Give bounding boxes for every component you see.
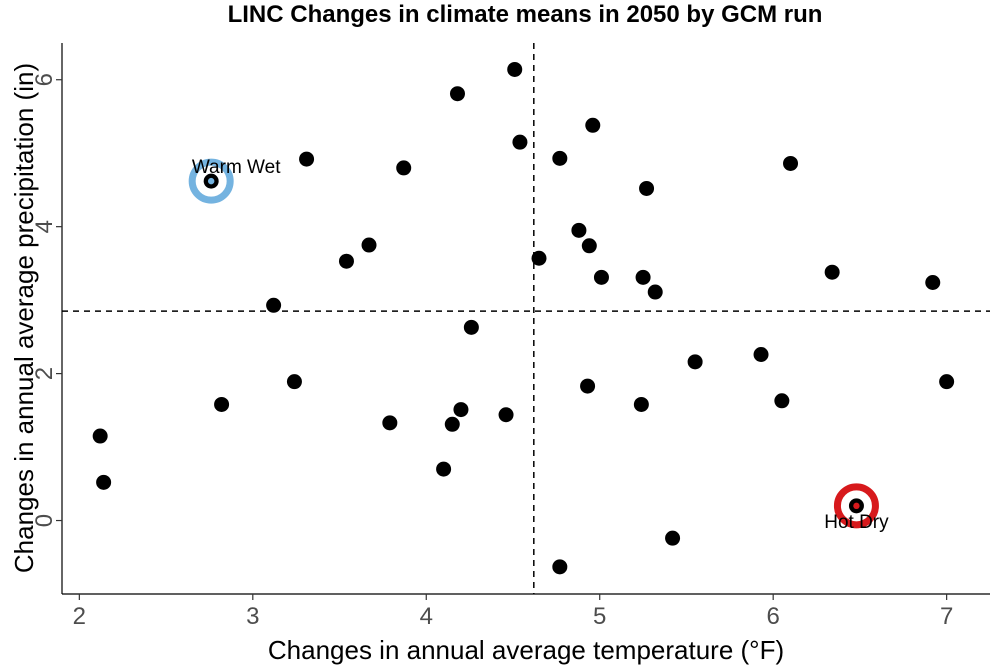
x-tick-label: 4 <box>420 603 433 630</box>
y-axis-title: Changes in annual average precipitation … <box>9 63 39 573</box>
y-tick-label: 4 <box>31 220 58 233</box>
data-point <box>396 160 412 176</box>
data-point <box>687 354 703 370</box>
data-point <box>463 319 479 335</box>
data-point <box>92 428 108 444</box>
x-tick-label: 7 <box>940 603 953 630</box>
x-tick-label: 6 <box>766 603 779 630</box>
data-point <box>665 530 681 546</box>
highlight-point-center <box>853 502 860 510</box>
chart-title: LINC Changes in climate means in 2050 by… <box>228 1 823 28</box>
x-axis-ticks: 2 3 4 5 6 7 <box>73 594 953 630</box>
highlight-point-center <box>207 177 215 185</box>
data-point <box>571 222 587 238</box>
data-point <box>382 415 398 431</box>
highlight-points: Warm Wet Hot Dry <box>188 157 889 533</box>
highlight-ring <box>188 158 234 204</box>
data-point <box>436 461 452 477</box>
data-point <box>338 253 354 269</box>
data-point <box>753 346 769 362</box>
data-point <box>925 275 941 291</box>
highlight-label: Warm Wet <box>192 157 281 178</box>
x-tick-label: 3 <box>246 603 259 630</box>
data-point <box>774 393 790 409</box>
data-point <box>361 237 377 253</box>
y-tick-label: 2 <box>31 367 58 380</box>
data-point <box>635 269 651 285</box>
highlight-ring <box>833 483 879 529</box>
data-point <box>531 250 547 266</box>
data-point <box>96 474 112 490</box>
data-point <box>552 559 568 575</box>
data-point <box>639 180 655 196</box>
data-point <box>824 264 840 280</box>
data-point <box>552 150 568 166</box>
data-point <box>507 61 523 77</box>
data-point <box>266 297 282 313</box>
data-point <box>498 407 514 423</box>
data-point <box>449 86 465 102</box>
data-point <box>214 396 230 412</box>
data-point <box>444 416 460 432</box>
y-tick-label: 6 <box>31 73 58 86</box>
data-point <box>453 402 469 418</box>
data-point <box>580 378 596 394</box>
data-points <box>92 61 955 575</box>
data-point <box>581 238 597 254</box>
reference-lines <box>62 43 990 594</box>
y-tick-label: 0 <box>31 514 58 527</box>
data-point <box>633 396 649 412</box>
data-point <box>939 374 955 390</box>
x-tick-label: 2 <box>73 603 86 630</box>
y-axis-ticks: 0 2 4 6 <box>31 73 62 527</box>
data-point <box>585 117 601 133</box>
data-point <box>783 155 799 171</box>
data-point <box>299 151 315 167</box>
highlight-label: Hot Dry <box>824 512 889 533</box>
x-axis-title: Changes in annual average temperature (°… <box>268 635 784 665</box>
data-point <box>286 374 302 390</box>
data-point <box>647 284 663 300</box>
data-point <box>593 269 609 285</box>
x-tick-label: 5 <box>593 603 606 630</box>
data-point <box>512 134 528 150</box>
